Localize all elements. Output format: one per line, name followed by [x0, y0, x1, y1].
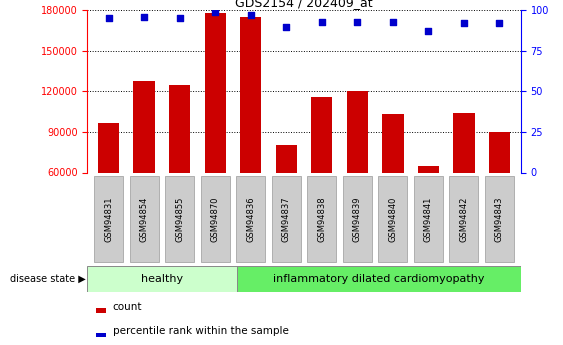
- FancyBboxPatch shape: [87, 266, 236, 292]
- FancyBboxPatch shape: [129, 176, 159, 262]
- Text: GSM94831: GSM94831: [104, 196, 113, 242]
- Text: GSM94838: GSM94838: [318, 196, 327, 242]
- Point: [424, 29, 433, 34]
- Text: inflammatory dilated cardiomyopathy: inflammatory dilated cardiomyopathy: [273, 274, 484, 284]
- Text: GSM94854: GSM94854: [140, 196, 149, 242]
- Text: GSM94870: GSM94870: [211, 196, 220, 242]
- Point: [388, 19, 397, 24]
- Text: healthy: healthy: [141, 274, 183, 284]
- FancyBboxPatch shape: [378, 176, 408, 262]
- Bar: [382, 115, 404, 172]
- FancyBboxPatch shape: [94, 176, 123, 262]
- Text: percentile rank within the sample: percentile rank within the sample: [113, 326, 289, 336]
- Text: GSM94855: GSM94855: [175, 196, 184, 242]
- FancyBboxPatch shape: [307, 176, 336, 262]
- Bar: [96, 308, 106, 313]
- FancyBboxPatch shape: [485, 176, 514, 262]
- Point: [175, 16, 184, 21]
- Point: [211, 9, 220, 15]
- FancyBboxPatch shape: [449, 176, 479, 262]
- Text: count: count: [113, 302, 142, 312]
- Bar: [453, 113, 475, 172]
- Point: [495, 21, 504, 26]
- Bar: [169, 85, 190, 172]
- Bar: [418, 166, 439, 172]
- Bar: [204, 13, 226, 172]
- FancyBboxPatch shape: [165, 176, 194, 262]
- Bar: [311, 97, 332, 172]
- Bar: [98, 122, 119, 172]
- Title: GDS2154 / 202409_at: GDS2154 / 202409_at: [235, 0, 373, 9]
- Bar: [133, 81, 155, 172]
- Bar: [240, 17, 261, 172]
- Point: [140, 14, 149, 20]
- FancyBboxPatch shape: [200, 176, 230, 262]
- Text: GSM94842: GSM94842: [459, 196, 468, 242]
- FancyBboxPatch shape: [414, 176, 443, 262]
- Bar: [489, 132, 510, 172]
- FancyBboxPatch shape: [236, 176, 265, 262]
- FancyBboxPatch shape: [236, 266, 521, 292]
- Text: disease state ▶: disease state ▶: [10, 274, 86, 284]
- Bar: [96, 333, 106, 337]
- Point: [318, 19, 327, 24]
- Bar: [347, 91, 368, 172]
- FancyBboxPatch shape: [272, 176, 301, 262]
- Text: GSM94836: GSM94836: [246, 196, 255, 242]
- Bar: [276, 146, 297, 172]
- Point: [104, 16, 113, 21]
- Text: GSM94841: GSM94841: [424, 196, 433, 242]
- Point: [459, 21, 468, 26]
- FancyBboxPatch shape: [343, 176, 372, 262]
- Text: GSM94840: GSM94840: [388, 196, 397, 242]
- Point: [353, 19, 362, 24]
- Point: [246, 12, 255, 18]
- Text: GSM94839: GSM94839: [353, 196, 362, 242]
- Text: GSM94843: GSM94843: [495, 196, 504, 242]
- Text: GSM94837: GSM94837: [282, 196, 291, 242]
- Point: [282, 24, 291, 29]
